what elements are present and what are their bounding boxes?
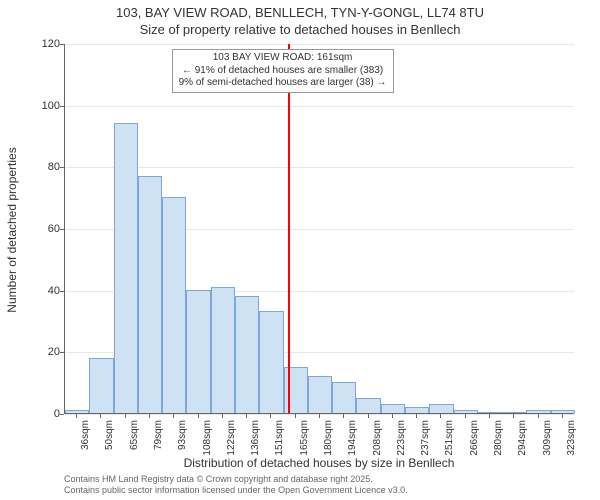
histogram-bar [454, 410, 478, 413]
x-tick-label: 223sqm [396, 420, 407, 456]
histogram-bar [502, 412, 526, 413]
x-tick-label: 165sqm [299, 420, 310, 456]
x-tick-mark [538, 414, 539, 418]
footer-line-2: Contains public sector information licen… [64, 485, 408, 496]
x-tick-label: 294sqm [517, 420, 528, 456]
x-tick-mark [149, 414, 150, 418]
y-tick-label: 100 [30, 100, 60, 112]
x-tick-mark [246, 414, 247, 418]
x-tick-label: 323sqm [566, 420, 577, 456]
x-tick-label: 108sqm [202, 420, 213, 456]
x-tick-mark [100, 414, 101, 418]
x-tick-label: 50sqm [104, 420, 115, 450]
annotation-line: 103 BAY VIEW ROAD: 161sqm [179, 52, 387, 65]
x-tick-mark [270, 414, 271, 418]
x-tick-label: 194sqm [347, 420, 358, 456]
x-axis-label: Distribution of detached houses by size … [64, 456, 574, 470]
y-tick-label: 60 [30, 223, 60, 235]
x-tick-label: 266sqm [469, 420, 480, 456]
x-tick-label: 309sqm [542, 420, 553, 456]
annotation-line: 9% of semi-detached houses are larger (3… [179, 77, 387, 90]
x-tick-mark [295, 414, 296, 418]
histogram-bar [89, 358, 113, 414]
x-tick-mark [173, 414, 174, 418]
x-tick-mark [319, 414, 320, 418]
x-tick-mark [489, 414, 490, 418]
y-tick-label: 20 [30, 346, 60, 358]
x-tick-label: 180sqm [323, 420, 334, 456]
y-tick-label: 40 [30, 285, 60, 297]
footer-line-1: Contains HM Land Registry data © Crown c… [64, 474, 408, 485]
gridline [65, 106, 574, 107]
x-tick-label: 136sqm [250, 420, 261, 456]
x-tick-label: 93sqm [177, 420, 188, 450]
y-tick-mark [60, 414, 64, 415]
y-tick-label: 120 [30, 38, 60, 50]
histogram-bar [235, 296, 259, 413]
y-tick-label: 0 [30, 408, 60, 420]
x-tick-label: 79sqm [153, 420, 164, 450]
histogram-bar [211, 287, 235, 413]
gridline [65, 167, 574, 168]
y-tick-label: 80 [30, 161, 60, 173]
histogram-bar [526, 410, 550, 413]
plot-area [64, 44, 574, 414]
x-tick-mark [562, 414, 563, 418]
x-tick-label: 65sqm [129, 420, 140, 450]
chart-container: 103, BAY VIEW ROAD, BENLLECH, TYN-Y-GONG… [0, 0, 600, 500]
x-tick-label: 251sqm [444, 420, 455, 456]
x-tick-mark [465, 414, 466, 418]
histogram-bar [138, 176, 162, 413]
x-tick-mark [222, 414, 223, 418]
y-tick-mark [60, 229, 64, 230]
histogram-bar [259, 311, 283, 413]
annotation-box: 103 BAY VIEW ROAD: 161sqm← 91% of detach… [172, 49, 394, 93]
histogram-bar [551, 410, 575, 413]
histogram-bar [405, 407, 429, 413]
histogram-bar [356, 398, 380, 413]
annotation-line: ← 91% of detached houses are smaller (38… [179, 65, 387, 78]
x-tick-label: 36sqm [80, 420, 91, 450]
y-tick-mark [60, 352, 64, 353]
histogram-bar [114, 123, 138, 413]
y-axis-label: Number of detached properties [5, 147, 19, 312]
x-tick-label: 151sqm [274, 420, 285, 456]
histogram-bar [381, 404, 405, 413]
x-tick-label: 237sqm [420, 420, 431, 456]
title-line-1: 103, BAY VIEW ROAD, BENLLECH, TYN-Y-GONG… [0, 5, 600, 22]
footer-attribution: Contains HM Land Registry data © Crown c… [64, 474, 408, 496]
y-tick-mark [60, 106, 64, 107]
y-tick-mark [60, 167, 64, 168]
histogram-bar [162, 197, 186, 413]
x-tick-mark [343, 414, 344, 418]
chart-title: 103, BAY VIEW ROAD, BENLLECH, TYN-Y-GONG… [0, 5, 600, 39]
x-tick-mark [513, 414, 514, 418]
y-tick-mark [60, 44, 64, 45]
x-tick-mark [392, 414, 393, 418]
x-tick-mark [368, 414, 369, 418]
x-tick-mark [440, 414, 441, 418]
x-tick-label: 208sqm [372, 420, 383, 456]
reference-line [288, 44, 290, 413]
histogram-bar [332, 382, 356, 413]
x-tick-mark [76, 414, 77, 418]
x-tick-mark [416, 414, 417, 418]
title-line-2: Size of property relative to detached ho… [0, 22, 600, 39]
x-tick-mark [125, 414, 126, 418]
histogram-bar [65, 410, 89, 413]
histogram-bar [308, 376, 332, 413]
histogram-bar [429, 404, 453, 413]
x-tick-label: 280sqm [493, 420, 504, 456]
gridline [65, 44, 574, 45]
x-tick-mark [198, 414, 199, 418]
y-tick-mark [60, 291, 64, 292]
histogram-bar [478, 412, 502, 413]
histogram-bar [186, 290, 210, 413]
x-tick-label: 122sqm [226, 420, 237, 456]
